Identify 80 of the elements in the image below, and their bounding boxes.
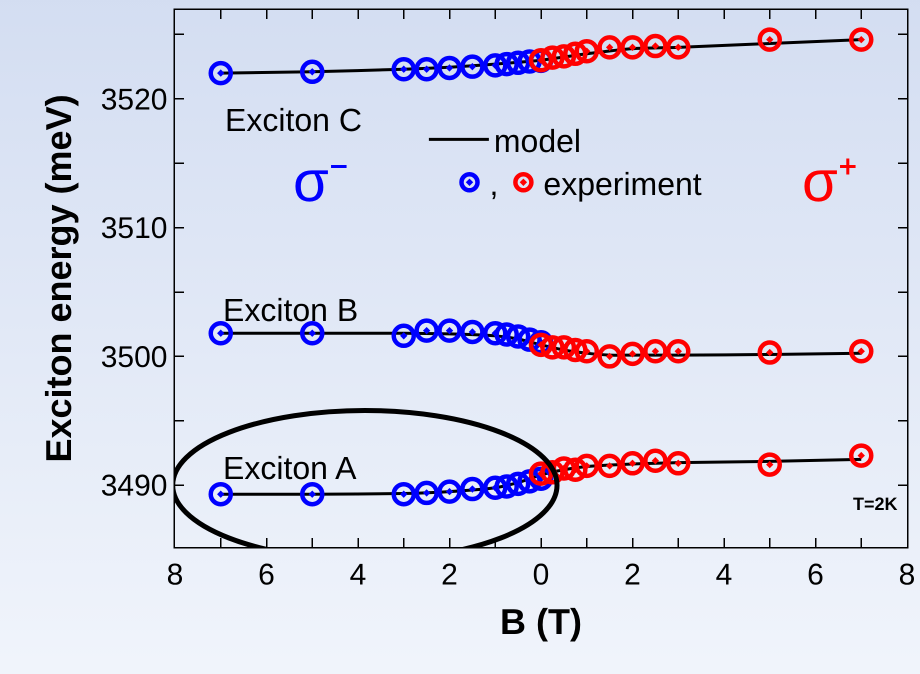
point [574, 454, 599, 478]
point [758, 340, 782, 365]
point [540, 335, 565, 360]
x-tick-label: 4 [716, 558, 732, 592]
y-tick-label: 3510 [100, 212, 168, 246]
y-tick-label: 3520 [100, 83, 168, 116]
point [758, 452, 782, 477]
point [563, 338, 588, 362]
annotation: σ⁻ [293, 149, 349, 214]
point [437, 318, 462, 343]
point [208, 482, 233, 506]
point [643, 448, 668, 473]
point [620, 342, 645, 366]
point [460, 54, 485, 79]
point [666, 35, 690, 60]
x-tick-label: 8 [898, 558, 916, 592]
x-axis-title: B (T) [500, 600, 582, 642]
point [597, 454, 622, 478]
x-tick-label: 6 [258, 558, 275, 592]
point [506, 50, 530, 76]
point [620, 35, 645, 60]
point [563, 457, 588, 482]
point [758, 27, 782, 52]
point [483, 476, 508, 500]
point [666, 339, 690, 364]
point [483, 320, 508, 346]
x-tick-label: 2 [441, 558, 458, 592]
point [494, 474, 519, 499]
point [563, 42, 588, 66]
point [574, 339, 599, 364]
point [849, 27, 874, 52]
x-tick-label: 8 [166, 558, 184, 592]
point [494, 322, 519, 347]
point [392, 56, 416, 82]
point [300, 60, 324, 84]
point [666, 451, 690, 476]
point [540, 45, 565, 70]
point [620, 451, 645, 476]
annotation: σ⁺ [802, 149, 858, 214]
point [528, 461, 554, 486]
x-tick-label: 2 [624, 558, 641, 592]
point [437, 479, 462, 504]
legend-label: , [490, 166, 498, 202]
point [849, 443, 874, 468]
point [849, 339, 874, 364]
x-tick-label: 0 [532, 558, 550, 592]
point [392, 482, 416, 506]
point [552, 335, 576, 360]
point [392, 324, 416, 348]
annotation: Exciton C [225, 102, 362, 138]
point [300, 320, 324, 346]
point [574, 38, 599, 64]
point [643, 339, 668, 364]
annotation: T=2K [853, 494, 898, 514]
point [643, 34, 668, 58]
y-axis-title: Exciton energy (meV) [38, 94, 79, 463]
point [460, 476, 485, 502]
legend-label: model [494, 122, 582, 159]
point [300, 482, 324, 506]
point [506, 472, 530, 496]
point [494, 52, 519, 76]
point [414, 480, 439, 506]
point [552, 44, 576, 69]
point [597, 35, 622, 60]
point [208, 320, 233, 346]
x-tick-label: 6 [807, 558, 824, 592]
point [208, 60, 233, 86]
x-tick-label: 4 [350, 558, 366, 592]
point [414, 56, 439, 82]
annotation: Exciton A [223, 450, 358, 486]
point [597, 344, 622, 369]
point [414, 318, 439, 343]
point [460, 320, 485, 344]
point [437, 56, 462, 80]
y-tick-label: 3490 [100, 470, 168, 503]
y-tick-label: 3500 [100, 340, 168, 374]
point [483, 53, 508, 78]
annotation: Exciton B [223, 292, 358, 328]
point [506, 324, 530, 349]
legend-label: experiment [543, 166, 702, 202]
